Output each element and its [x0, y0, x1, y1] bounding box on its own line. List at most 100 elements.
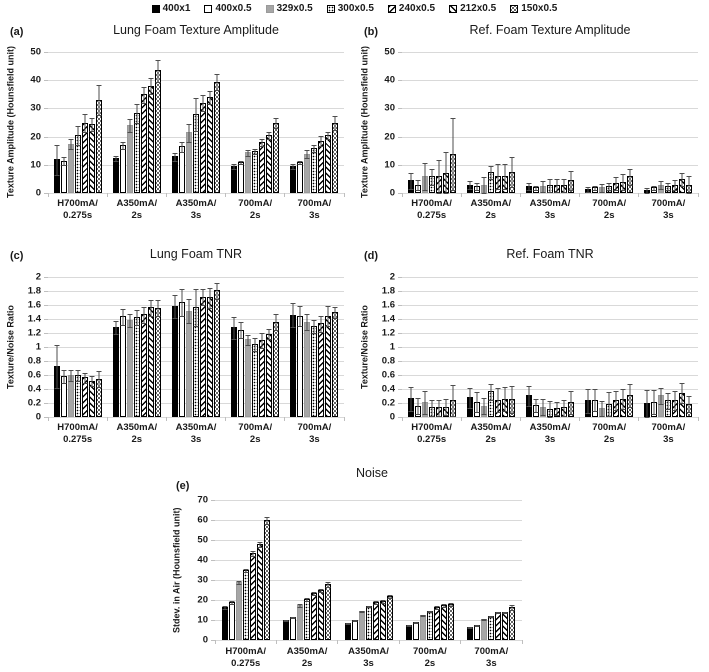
- error-bar: [297, 161, 303, 165]
- bar-329x0.5: [126, 313, 133, 417]
- error-bar: [547, 401, 553, 419]
- x-tick-mark: [343, 193, 345, 197]
- bar-300x0.5: [252, 148, 259, 193]
- error-bar: [443, 399, 449, 416]
- y-axis-title: Texture/Noise Ratio: [359, 305, 370, 389]
- error-bar: [75, 370, 81, 382]
- y-tick-mark: [398, 375, 402, 376]
- y-tick-label: 1.8: [27, 285, 41, 297]
- bar-240x0.5: [372, 601, 379, 640]
- legend-item: 400x0.5: [204, 3, 252, 14]
- bar-212x0.5: [88, 117, 95, 193]
- x-category-line1: A350mA/: [175, 198, 217, 209]
- error-bar: [488, 383, 494, 401]
- gridline: [402, 361, 698, 362]
- error-bar: [245, 149, 251, 157]
- bar-300x0.5: [133, 103, 140, 193]
- bar-150x0.5: [568, 171, 574, 193]
- bar-400x1: [585, 186, 592, 193]
- error-bar: [304, 150, 310, 159]
- x-axis-labels: H700mA/0.275s A350mA/2s A350mA/3s 700mA/2s 7…: [402, 198, 698, 223]
- error-bar: [325, 131, 331, 141]
- y-tick-mark: [398, 291, 402, 292]
- bar-150x0.5: [627, 168, 634, 193]
- error-bar: [68, 139, 74, 151]
- error-bar: [585, 186, 591, 193]
- gridline: [402, 136, 698, 138]
- bar-group: [166, 52, 225, 193]
- y-tick-mark: [44, 333, 48, 334]
- bar-212x0.5: [266, 131, 273, 193]
- x-tick-mark: [460, 640, 462, 644]
- bar-400x0.5: [533, 399, 539, 417]
- gridline: [48, 52, 344, 53]
- bar-400x0.5: [119, 141, 126, 193]
- bar-400x1: [526, 385, 532, 417]
- bar-212x0.5: [325, 131, 332, 193]
- bar-group: [215, 500, 276, 640]
- bar-212x0.5: [501, 387, 508, 417]
- error-bar: [231, 164, 237, 171]
- legend-label: 329x0.5: [276, 3, 313, 14]
- bar-400x0.5: [179, 289, 185, 417]
- error-bar: [450, 117, 456, 192]
- error-bar: [283, 619, 289, 623]
- error-bar: [474, 182, 480, 192]
- gridline: [402, 277, 698, 278]
- y-tick-label: 1.8: [381, 285, 395, 297]
- y-tick-mark: [211, 560, 215, 561]
- x-category-line2: 3s: [190, 434, 202, 446]
- y-tick-mark: [398, 305, 402, 306]
- bar-150x0.5: [686, 396, 693, 417]
- y-tick-mark: [398, 347, 402, 348]
- error-bar: [620, 389, 626, 411]
- legend-item: 212x0.5: [449, 3, 496, 14]
- error-bar: [502, 164, 508, 190]
- error-bar: [127, 119, 133, 134]
- x-category-line1: 700mA/: [651, 422, 686, 433]
- chart-title: Ref. Foam Texture Amplitude: [469, 23, 631, 37]
- x-category-label: 700mA/3s: [639, 422, 698, 447]
- error-bar: [651, 185, 657, 192]
- error-bar: [311, 320, 317, 334]
- bar-group: [107, 277, 166, 417]
- error-bar: [644, 188, 650, 194]
- panel-letter: (a): [10, 26, 24, 38]
- error-bar: [474, 625, 480, 627]
- bar-329x0.5: [658, 181, 665, 193]
- bar-300x0.5: [193, 289, 199, 417]
- bar-400x0.5: [60, 370, 67, 417]
- y-tick-mark: [398, 52, 402, 53]
- gridline: [402, 193, 698, 194]
- bar-329x0.5: [304, 314, 311, 417]
- error-bar: [359, 610, 365, 614]
- x-axis-labels: H700mA/0.275s A350mA/2s A350mA/3s 700mA/2s 7…: [48, 422, 344, 447]
- x-category-line2: 2s: [131, 210, 143, 222]
- legend-swatch-240x0.5: [387, 4, 396, 13]
- y-tick-mark: [398, 136, 402, 138]
- error-bar: [82, 372, 88, 384]
- gridline: [215, 580, 522, 581]
- y-tick-label: 1: [35, 341, 41, 353]
- y-axis-title: Texture Amplitude (Hounsfield unit): [359, 46, 370, 199]
- error-bar: [422, 163, 428, 192]
- bar-240x0.5: [140, 306, 147, 417]
- gridline: [402, 347, 698, 348]
- bar-group: [461, 52, 520, 194]
- bar-400x0.5: [592, 185, 599, 193]
- bar-group: [520, 277, 579, 419]
- gridline: [402, 389, 698, 390]
- x-tick-mark: [579, 417, 581, 421]
- bar-group: [461, 277, 520, 417]
- error-bar: [613, 391, 619, 411]
- error-bar: [113, 155, 119, 162]
- y-tick-mark: [44, 164, 48, 166]
- x-category-label: 700mA/2s: [580, 198, 639, 223]
- bar-400x1: [231, 164, 238, 193]
- panel-letter: (c): [10, 250, 24, 262]
- error-bar: [540, 181, 546, 193]
- bar-212x0.5: [325, 306, 332, 417]
- legend-item: 300x0.5: [326, 3, 374, 14]
- gridline: [215, 520, 522, 521]
- error-bar: [606, 392, 612, 418]
